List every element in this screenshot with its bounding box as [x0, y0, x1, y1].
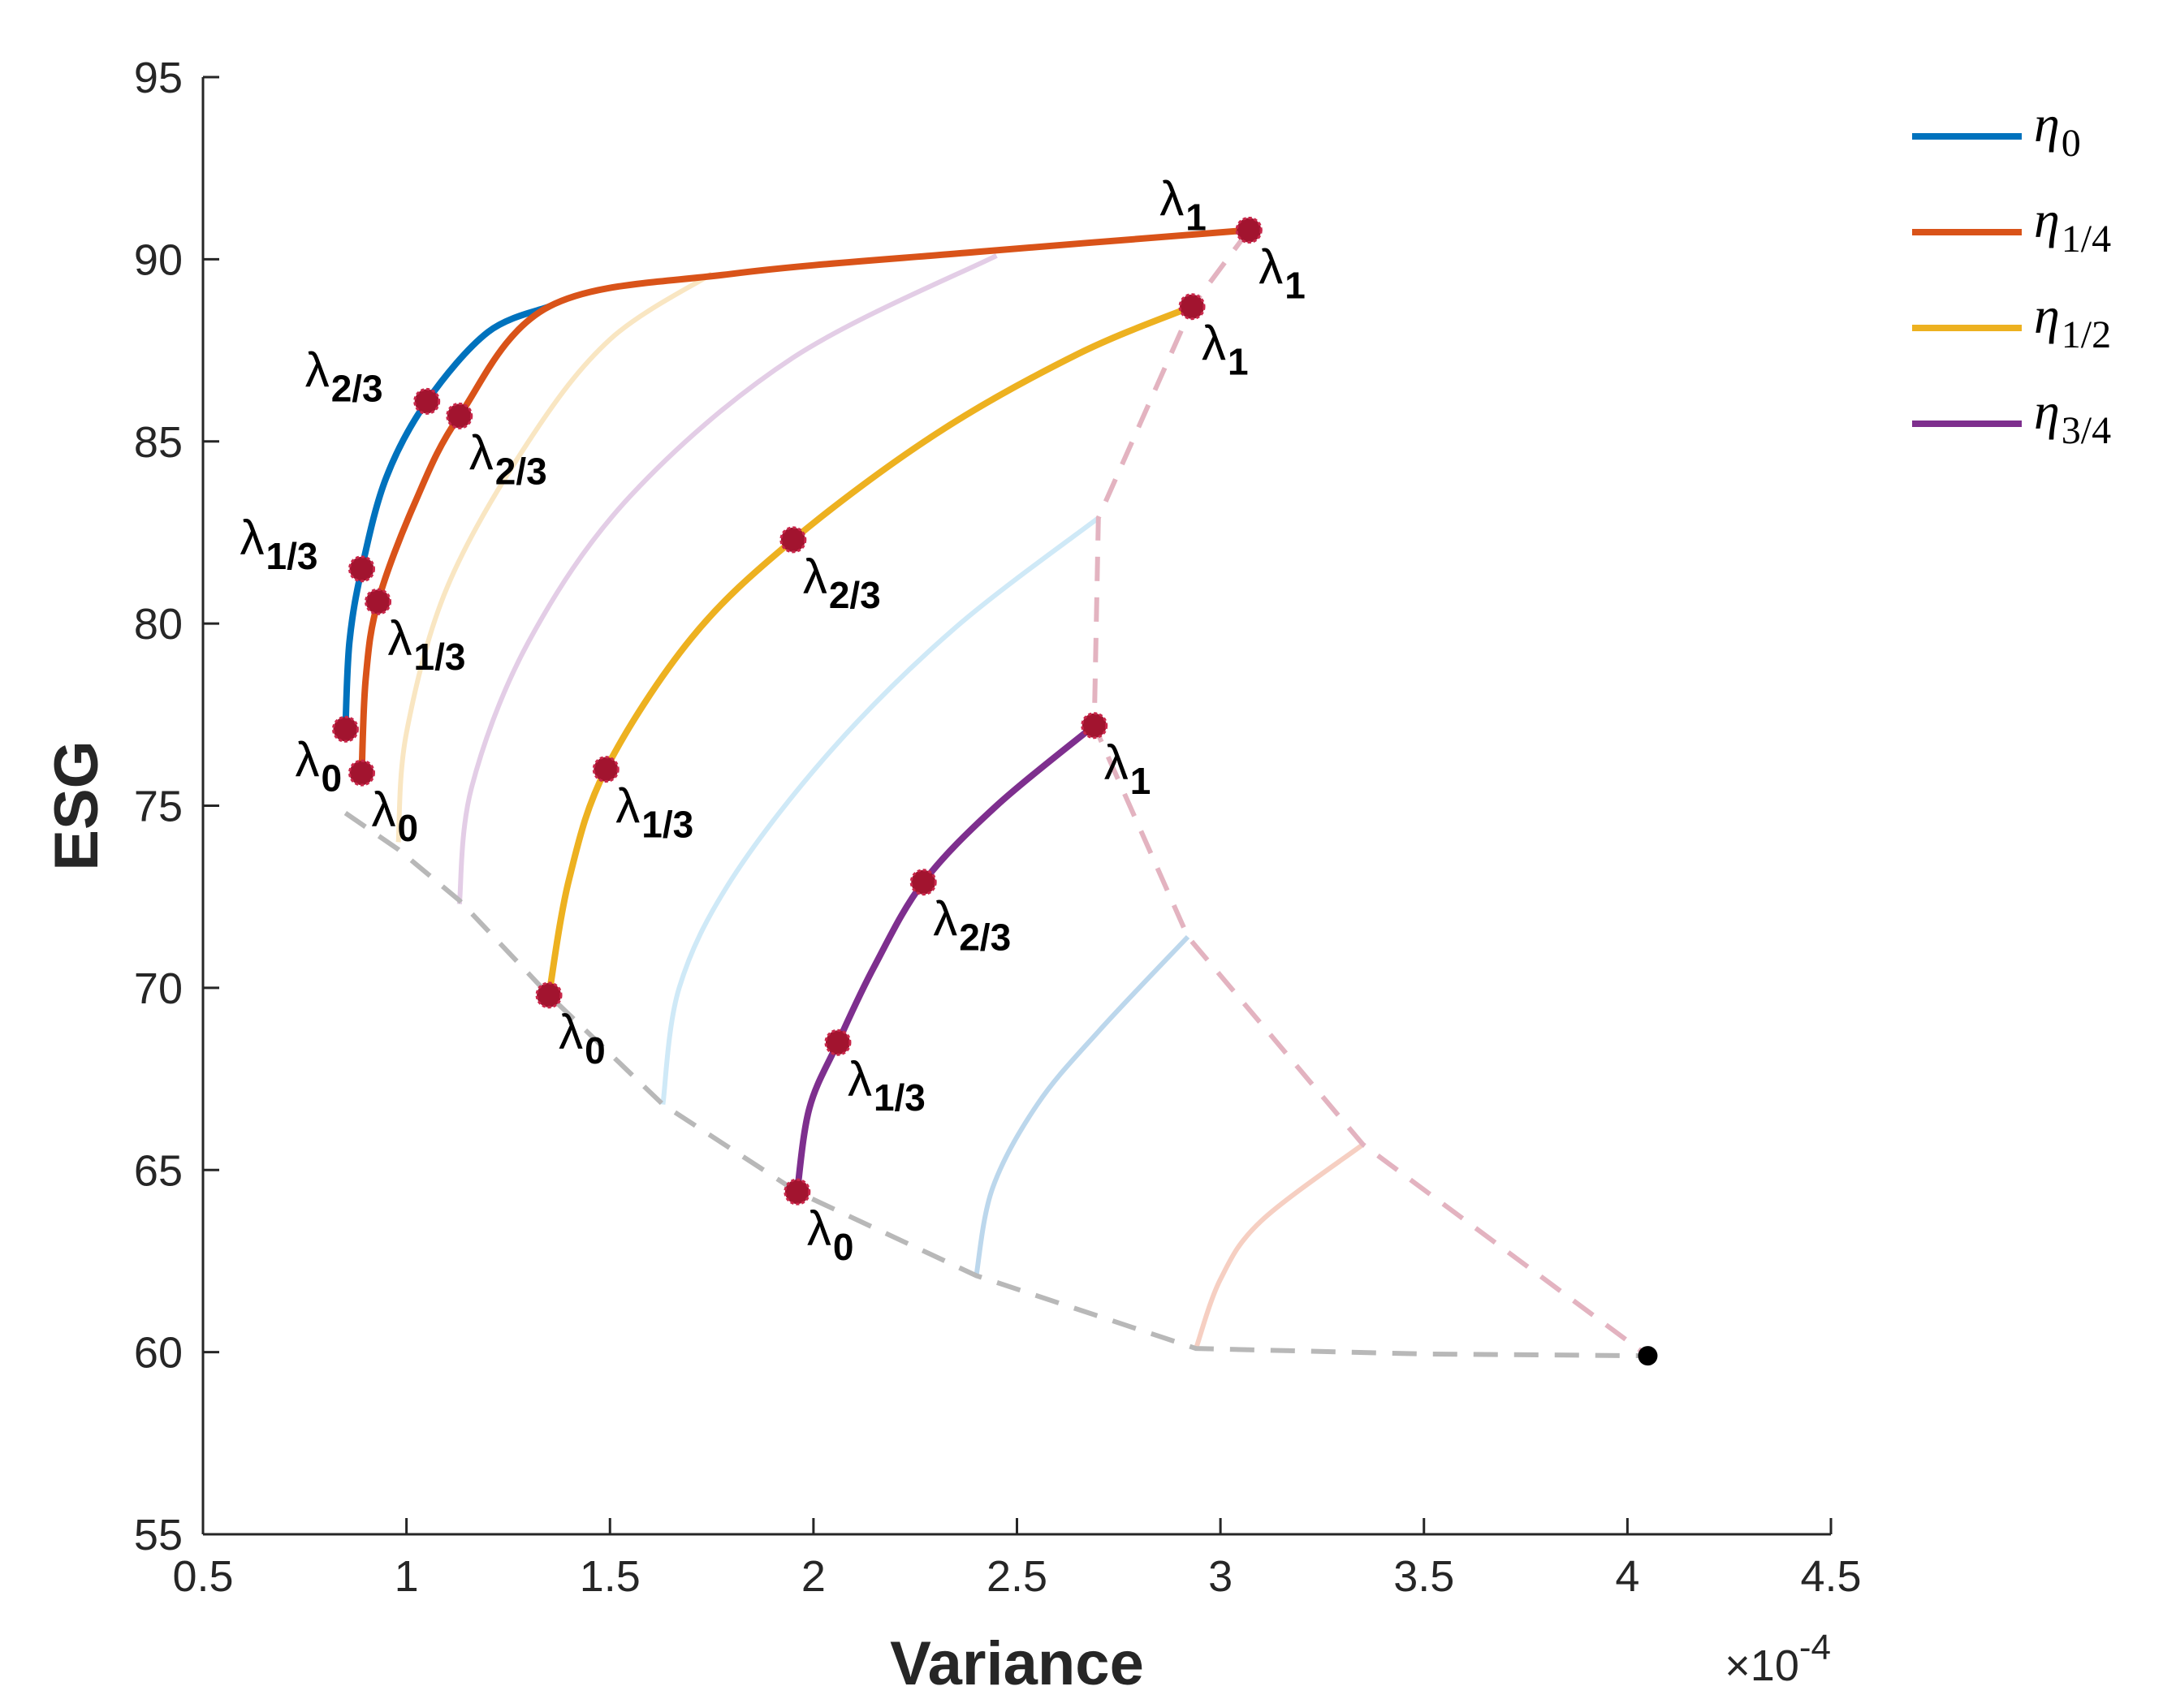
x-tick-label-4: 2.5 — [987, 1552, 1047, 1601]
lambda-label-1-3: λ1 — [1159, 171, 1207, 238]
y-tick-label-4: 75 — [134, 783, 183, 831]
lambda-label-2-0: λ0 — [559, 1005, 606, 1072]
y-tick-label-6: 85 — [134, 418, 183, 467]
lambda-label-1-0: λ0 — [371, 783, 418, 849]
legend-label-3: η3/4 — [2034, 382, 2111, 452]
series-lines — [342, 226, 1253, 1196]
y-axis-title: ESG — [42, 740, 111, 871]
y-tick-label-5: 80 — [134, 600, 183, 649]
y-tick-label-7: 90 — [134, 235, 183, 284]
x-tick-label-3: 2 — [801, 1552, 826, 1601]
legend: η0 η1/4 η1/2 η3/4 — [1912, 95, 2111, 452]
y-tick-label-0: 55 — [134, 1511, 183, 1559]
lambda-label-3-3: λ1 — [1104, 735, 1151, 802]
lambda-marker-2-3 — [1178, 293, 1206, 321]
axes: 0.5 1 1.5 2 2.5 3 3.5 4 4.5 55 60 65 70 75 80 85 90 95 Var… — [42, 54, 1862, 1698]
x-tick-label-6: 3.5 — [1393, 1552, 1454, 1601]
lambda-marker-3-1 — [824, 1029, 852, 1056]
series-line-2 — [546, 303, 1195, 998]
x-exponent-label: ×10-4 — [1725, 1628, 1831, 1690]
faint-curve-2 — [660, 515, 1100, 1105]
legend-label-0: η0 — [2034, 95, 2081, 165]
y-tick-label-3: 70 — [134, 964, 183, 1013]
lambda-labels: λ0λ1/3λ2/3λ0λ1/3λ2/3λ1λ1λ0λ1/3λ2/3λ1λ0λ1… — [240, 171, 1305, 1268]
lambda-marker-3-0 — [784, 1178, 811, 1206]
lambda-label-0-0: λ0 — [295, 732, 342, 799]
lambda-label-0-1: λ1/3 — [240, 511, 317, 577]
lambda-label-2-2: λ2/3 — [803, 550, 881, 616]
y-tick-label-1: 60 — [134, 1329, 183, 1378]
lambda-label-1-4: λ1 — [1259, 239, 1306, 306]
pink-dashed-frontier — [1091, 228, 1650, 1358]
x-tick-label-5: 3 — [1208, 1552, 1233, 1601]
lambda-marker-1-4 — [1235, 216, 1263, 244]
lambda-marker-3-3 — [1081, 712, 1108, 740]
x-tick-label-0: 0.5 — [172, 1552, 233, 1601]
faint-curve-3 — [974, 934, 1190, 1276]
x-tick-label-1: 1 — [395, 1552, 419, 1601]
lambda-marker-1-1 — [365, 588, 392, 615]
y-tick-label-2: 65 — [134, 1146, 183, 1195]
faint-curves — [395, 253, 1365, 1350]
lambda-label-1-2: λ2/3 — [469, 425, 547, 492]
faint-curve-1 — [456, 253, 998, 905]
y-tick-label-8: 95 — [134, 54, 183, 102]
x-tick-label-8: 4.5 — [1800, 1552, 1861, 1601]
legend-label-2: η1/2 — [2034, 287, 2111, 356]
lambda-marker-2-1 — [592, 756, 620, 783]
lambda-marker-1-2 — [446, 402, 473, 429]
end-point-marker — [1638, 1346, 1658, 1366]
lambda-label-2-1: λ1/3 — [615, 779, 693, 846]
series-line-3 — [793, 722, 1098, 1196]
lambda-marker-0-1 — [348, 555, 375, 583]
lambda-label-3-0: λ0 — [807, 1201, 854, 1268]
lambda-marker-1-0 — [348, 759, 375, 787]
x-axis-title: Variance — [890, 1629, 1144, 1698]
x-tick-label-2: 1.5 — [580, 1552, 641, 1601]
lambda-label-0-2: λ2/3 — [305, 343, 383, 409]
lambda-label-1-1: λ1/3 — [388, 611, 466, 678]
faint-curve-0 — [395, 271, 714, 843]
lambda-markers — [331, 216, 1658, 1366]
x-tick-label-7: 4 — [1615, 1552, 1639, 1601]
lambda-marker-2-2 — [779, 526, 807, 554]
lambda-marker-2-0 — [535, 981, 563, 1009]
gray-dashed-frontier — [343, 811, 1648, 1359]
lambda-marker-3-2 — [909, 869, 937, 896]
series-line-1 — [358, 226, 1253, 777]
lambda-label-3-1: λ1/3 — [848, 1052, 926, 1119]
lambda-label-2-3: λ1 — [1202, 317, 1249, 383]
series-line-0 — [342, 303, 553, 733]
lambda-marker-0-2 — [413, 387, 441, 415]
legend-label-1: η1/4 — [2034, 191, 2111, 261]
lambda-label-3-2: λ2/3 — [933, 892, 1011, 959]
lambda-marker-0-0 — [331, 715, 359, 743]
faint-curve-4 — [1194, 1142, 1365, 1350]
